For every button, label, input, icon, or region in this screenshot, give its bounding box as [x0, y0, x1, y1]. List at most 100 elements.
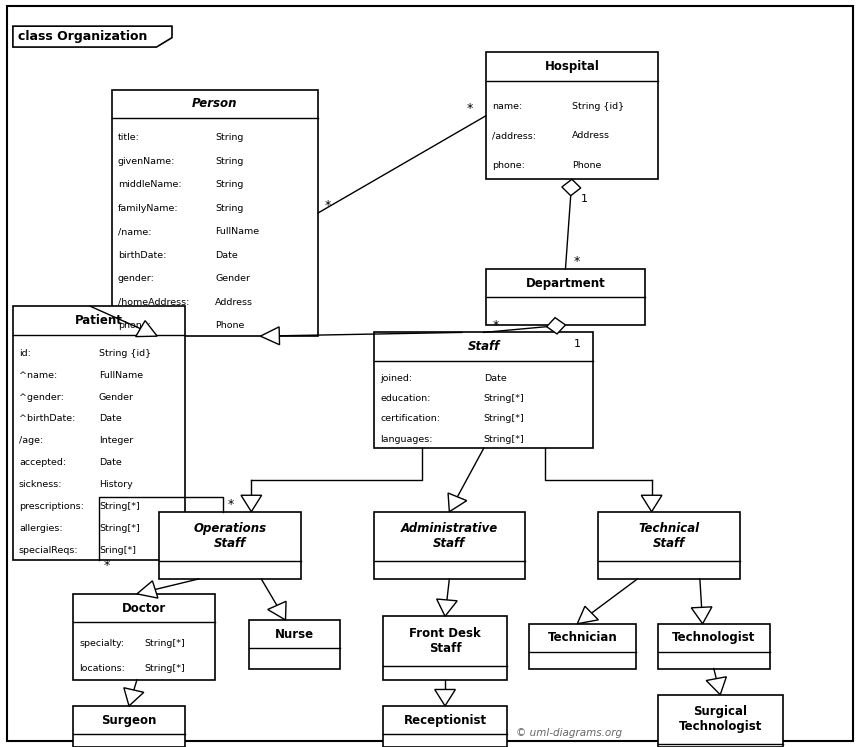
Text: Phone: Phone	[215, 321, 244, 330]
Bar	[658, 624, 770, 669]
Text: class Organization: class Organization	[18, 30, 148, 43]
Text: Date: Date	[483, 374, 507, 382]
Polygon shape	[136, 320, 157, 337]
Text: String[*]: String[*]	[99, 502, 139, 511]
Text: Nurse: Nurse	[275, 627, 314, 641]
Text: phone:: phone:	[492, 161, 525, 170]
Bar	[159, 512, 301, 579]
Text: *: *	[103, 560, 109, 572]
Text: FullName: FullName	[99, 371, 143, 379]
Bar	[13, 306, 185, 560]
Text: 1: 1	[574, 339, 581, 350]
Text: © uml-diagrams.org: © uml-diagrams.org	[516, 728, 622, 738]
Polygon shape	[448, 493, 467, 512]
Text: ^gender:: ^gender:	[19, 393, 64, 402]
Text: String[*]: String[*]	[144, 639, 185, 648]
Text: Doctor: Doctor	[122, 601, 166, 615]
Text: History: History	[99, 480, 132, 489]
Text: Receptionist: Receptionist	[403, 713, 487, 727]
Text: /age:: /age:	[19, 436, 43, 445]
Text: title:: title:	[118, 134, 139, 143]
Text: locations:: locations:	[79, 664, 125, 673]
Text: id:: id:	[19, 349, 31, 358]
Text: Sring[*]: Sring[*]	[99, 546, 136, 555]
Bar	[486, 269, 645, 325]
Text: String[*]: String[*]	[483, 415, 525, 424]
Text: gender:: gender:	[118, 274, 155, 283]
Text: *: *	[492, 319, 499, 332]
Text: Department: Department	[525, 276, 605, 290]
Text: ^name:: ^name:	[19, 371, 57, 379]
Text: Gender: Gender	[99, 393, 134, 402]
Polygon shape	[261, 327, 280, 345]
Text: Staff: Staff	[468, 340, 500, 353]
Polygon shape	[137, 581, 158, 598]
Text: Surgeon: Surgeon	[101, 713, 157, 727]
Text: *: *	[467, 102, 473, 115]
Text: Phone: Phone	[572, 161, 601, 170]
Text: Integer: Integer	[99, 436, 133, 445]
Bar	[383, 706, 507, 747]
Text: education:: education:	[380, 394, 431, 403]
Text: *: *	[227, 498, 234, 511]
Polygon shape	[13, 26, 172, 47]
Text: phone:: phone:	[118, 321, 150, 330]
Polygon shape	[562, 179, 580, 196]
Text: joined:: joined:	[380, 374, 412, 382]
Polygon shape	[577, 607, 599, 624]
Text: accepted:: accepted:	[19, 459, 66, 468]
Polygon shape	[691, 607, 712, 624]
Text: Date: Date	[99, 459, 121, 468]
Text: name:: name:	[492, 102, 522, 111]
Text: specialty:: specialty:	[79, 639, 124, 648]
Bar	[249, 620, 340, 669]
Text: Gender: Gender	[215, 274, 250, 283]
Text: String: String	[215, 157, 243, 166]
Text: specialReqs:: specialReqs:	[19, 546, 78, 555]
Text: Patient: Patient	[75, 314, 123, 327]
Text: familyName:: familyName:	[118, 204, 178, 213]
Bar	[374, 512, 525, 579]
Text: prescriptions:: prescriptions:	[19, 502, 83, 511]
Text: String {id}: String {id}	[99, 349, 151, 358]
Text: allergies:: allergies:	[19, 524, 63, 533]
Text: Administrative
Staff: Administrative Staff	[401, 522, 498, 551]
Text: String: String	[215, 204, 243, 213]
Polygon shape	[706, 677, 727, 695]
Text: ^birthDate:: ^birthDate:	[19, 415, 76, 424]
Text: middleName:: middleName:	[118, 180, 181, 190]
Bar	[73, 706, 185, 747]
Text: String[*]: String[*]	[144, 664, 185, 673]
Text: /address:: /address:	[492, 131, 536, 140]
Bar	[374, 332, 593, 448]
Text: certification:: certification:	[380, 415, 440, 424]
Bar	[73, 594, 215, 680]
Text: *: *	[574, 255, 580, 268]
Text: String {id}: String {id}	[572, 102, 624, 111]
Text: Technologist: Technologist	[673, 631, 755, 645]
Text: Surgical
Technologist: Surgical Technologist	[679, 705, 762, 734]
Bar	[598, 512, 740, 579]
Bar	[383, 616, 507, 680]
Text: Address: Address	[215, 297, 253, 306]
Text: String[*]: String[*]	[99, 524, 139, 533]
Text: 1: 1	[580, 193, 587, 204]
Text: givenName:: givenName:	[118, 157, 175, 166]
Bar	[529, 624, 636, 669]
Text: String: String	[215, 134, 243, 143]
Text: Person: Person	[193, 97, 237, 111]
Polygon shape	[547, 317, 565, 334]
Text: languages:: languages:	[380, 435, 433, 444]
Polygon shape	[434, 689, 456, 706]
Polygon shape	[642, 495, 662, 512]
Text: Operations
Staff: Operations Staff	[194, 522, 267, 551]
Polygon shape	[267, 601, 286, 620]
Text: birthDate:: birthDate:	[118, 251, 166, 260]
Polygon shape	[437, 599, 458, 616]
Text: Hospital: Hospital	[544, 60, 599, 73]
Text: sickness:: sickness:	[19, 480, 63, 489]
Polygon shape	[241, 495, 261, 512]
Text: String: String	[215, 180, 243, 190]
Text: /homeAddress:: /homeAddress:	[118, 297, 189, 306]
Text: Front Desk
Staff: Front Desk Staff	[409, 627, 481, 655]
